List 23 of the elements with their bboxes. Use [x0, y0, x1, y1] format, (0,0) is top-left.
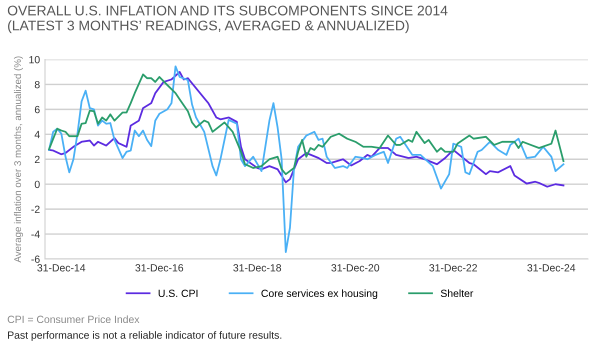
y-axis-title: Average inflation over 3 months, annualized (%) — [14, 56, 23, 263]
x-tick-label: 31-Dec-24 — [527, 264, 576, 272]
chart-title: OVERALL U.S. INFLATION AND ITS SUBCOMPONENTS SINCE 2014 (LATEST 3 MONTHS’ READINGS, AVERAGED & ANNUALIZED) — [8, 6, 448, 34]
y-tick-label: 8 — [34, 80, 40, 88]
x-tick-label: 31-Dec-16 — [135, 264, 184, 272]
x-tick-label: 31-Dec-22 — [429, 264, 477, 272]
y-tick-label: -2 — [31, 206, 40, 213]
x-tick-label: 31-Dec-14 — [37, 264, 86, 272]
y-tick-label: 2 — [34, 156, 40, 164]
line-series — [48, 65, 564, 254]
y-tick-label: 10 — [29, 56, 40, 64]
legend-label: Shelter — [440, 289, 474, 298]
y-tick-label: 0 — [34, 180, 40, 188]
text: Past performance is not a reliable indicator of future results. — [8, 331, 282, 341]
text: CPI = Consumer Price Index — [8, 315, 140, 324]
legend-label: U.S. CPI — [158, 290, 198, 298]
y-tick-label: 4 — [34, 130, 40, 138]
y-tick-label: -4 — [31, 230, 40, 238]
y-tick-label: -6 — [31, 256, 40, 263]
x-tick-label: 31-Dec-20 — [331, 264, 380, 272]
x-tick-label: 31-Dec-18 — [233, 264, 282, 272]
y-tick-label: 6 — [34, 106, 40, 114]
legend-label: Core services ex housing — [261, 289, 378, 300]
